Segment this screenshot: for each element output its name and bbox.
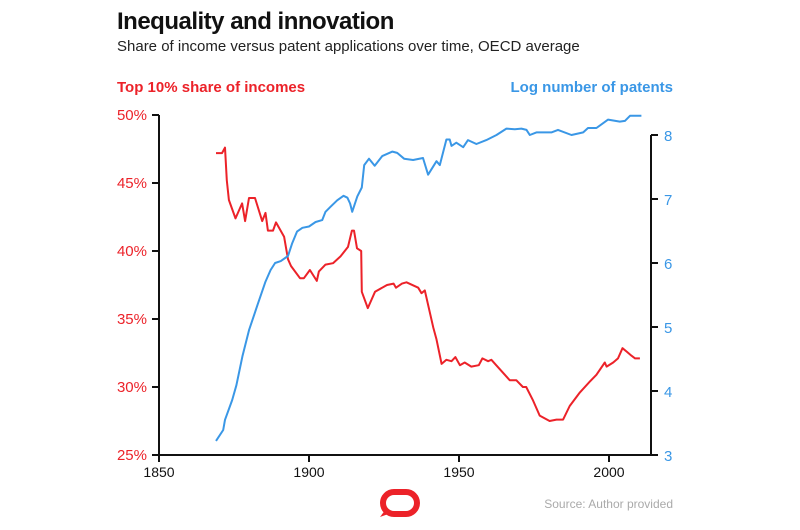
left-y-tick-label: 35%	[117, 311, 147, 328]
left-y-tick-label: 40%	[117, 243, 147, 260]
income-share-line	[216, 146, 640, 422]
right-y-tick-label: 4	[664, 384, 672, 401]
chart-title: Inequality and innovation	[117, 8, 394, 35]
right-axis-label: Log number of patents	[510, 79, 674, 96]
left-y-tick-label: 30%	[117, 379, 147, 396]
source-note: Source: Author provided	[544, 497, 673, 511]
left-y-tick-label: 25%	[117, 447, 147, 464]
right-y-tick-label: 3	[664, 448, 672, 465]
x-tick-label: 2000	[593, 464, 624, 480]
right-y-tick-label: 5	[664, 320, 672, 337]
x-tick-label: 1850	[143, 464, 174, 480]
x-tick-label: 1900	[293, 464, 324, 480]
chart-subtitle: Share of income versus patent applicatio…	[117, 38, 580, 55]
patents-line	[215, 114, 642, 442]
x-tick-label: 1950	[443, 464, 474, 480]
conversation-logo	[380, 489, 420, 517]
left-y-tick-label: 45%	[117, 175, 147, 192]
left-y-tick-label: 50%	[117, 107, 147, 124]
right-y-tick-label: 8	[664, 128, 672, 145]
right-y-tick-label: 6	[664, 256, 672, 273]
right-y-tick-label: 7	[664, 192, 672, 209]
left-axis-label: Top 10% share of incomes	[117, 79, 306, 96]
